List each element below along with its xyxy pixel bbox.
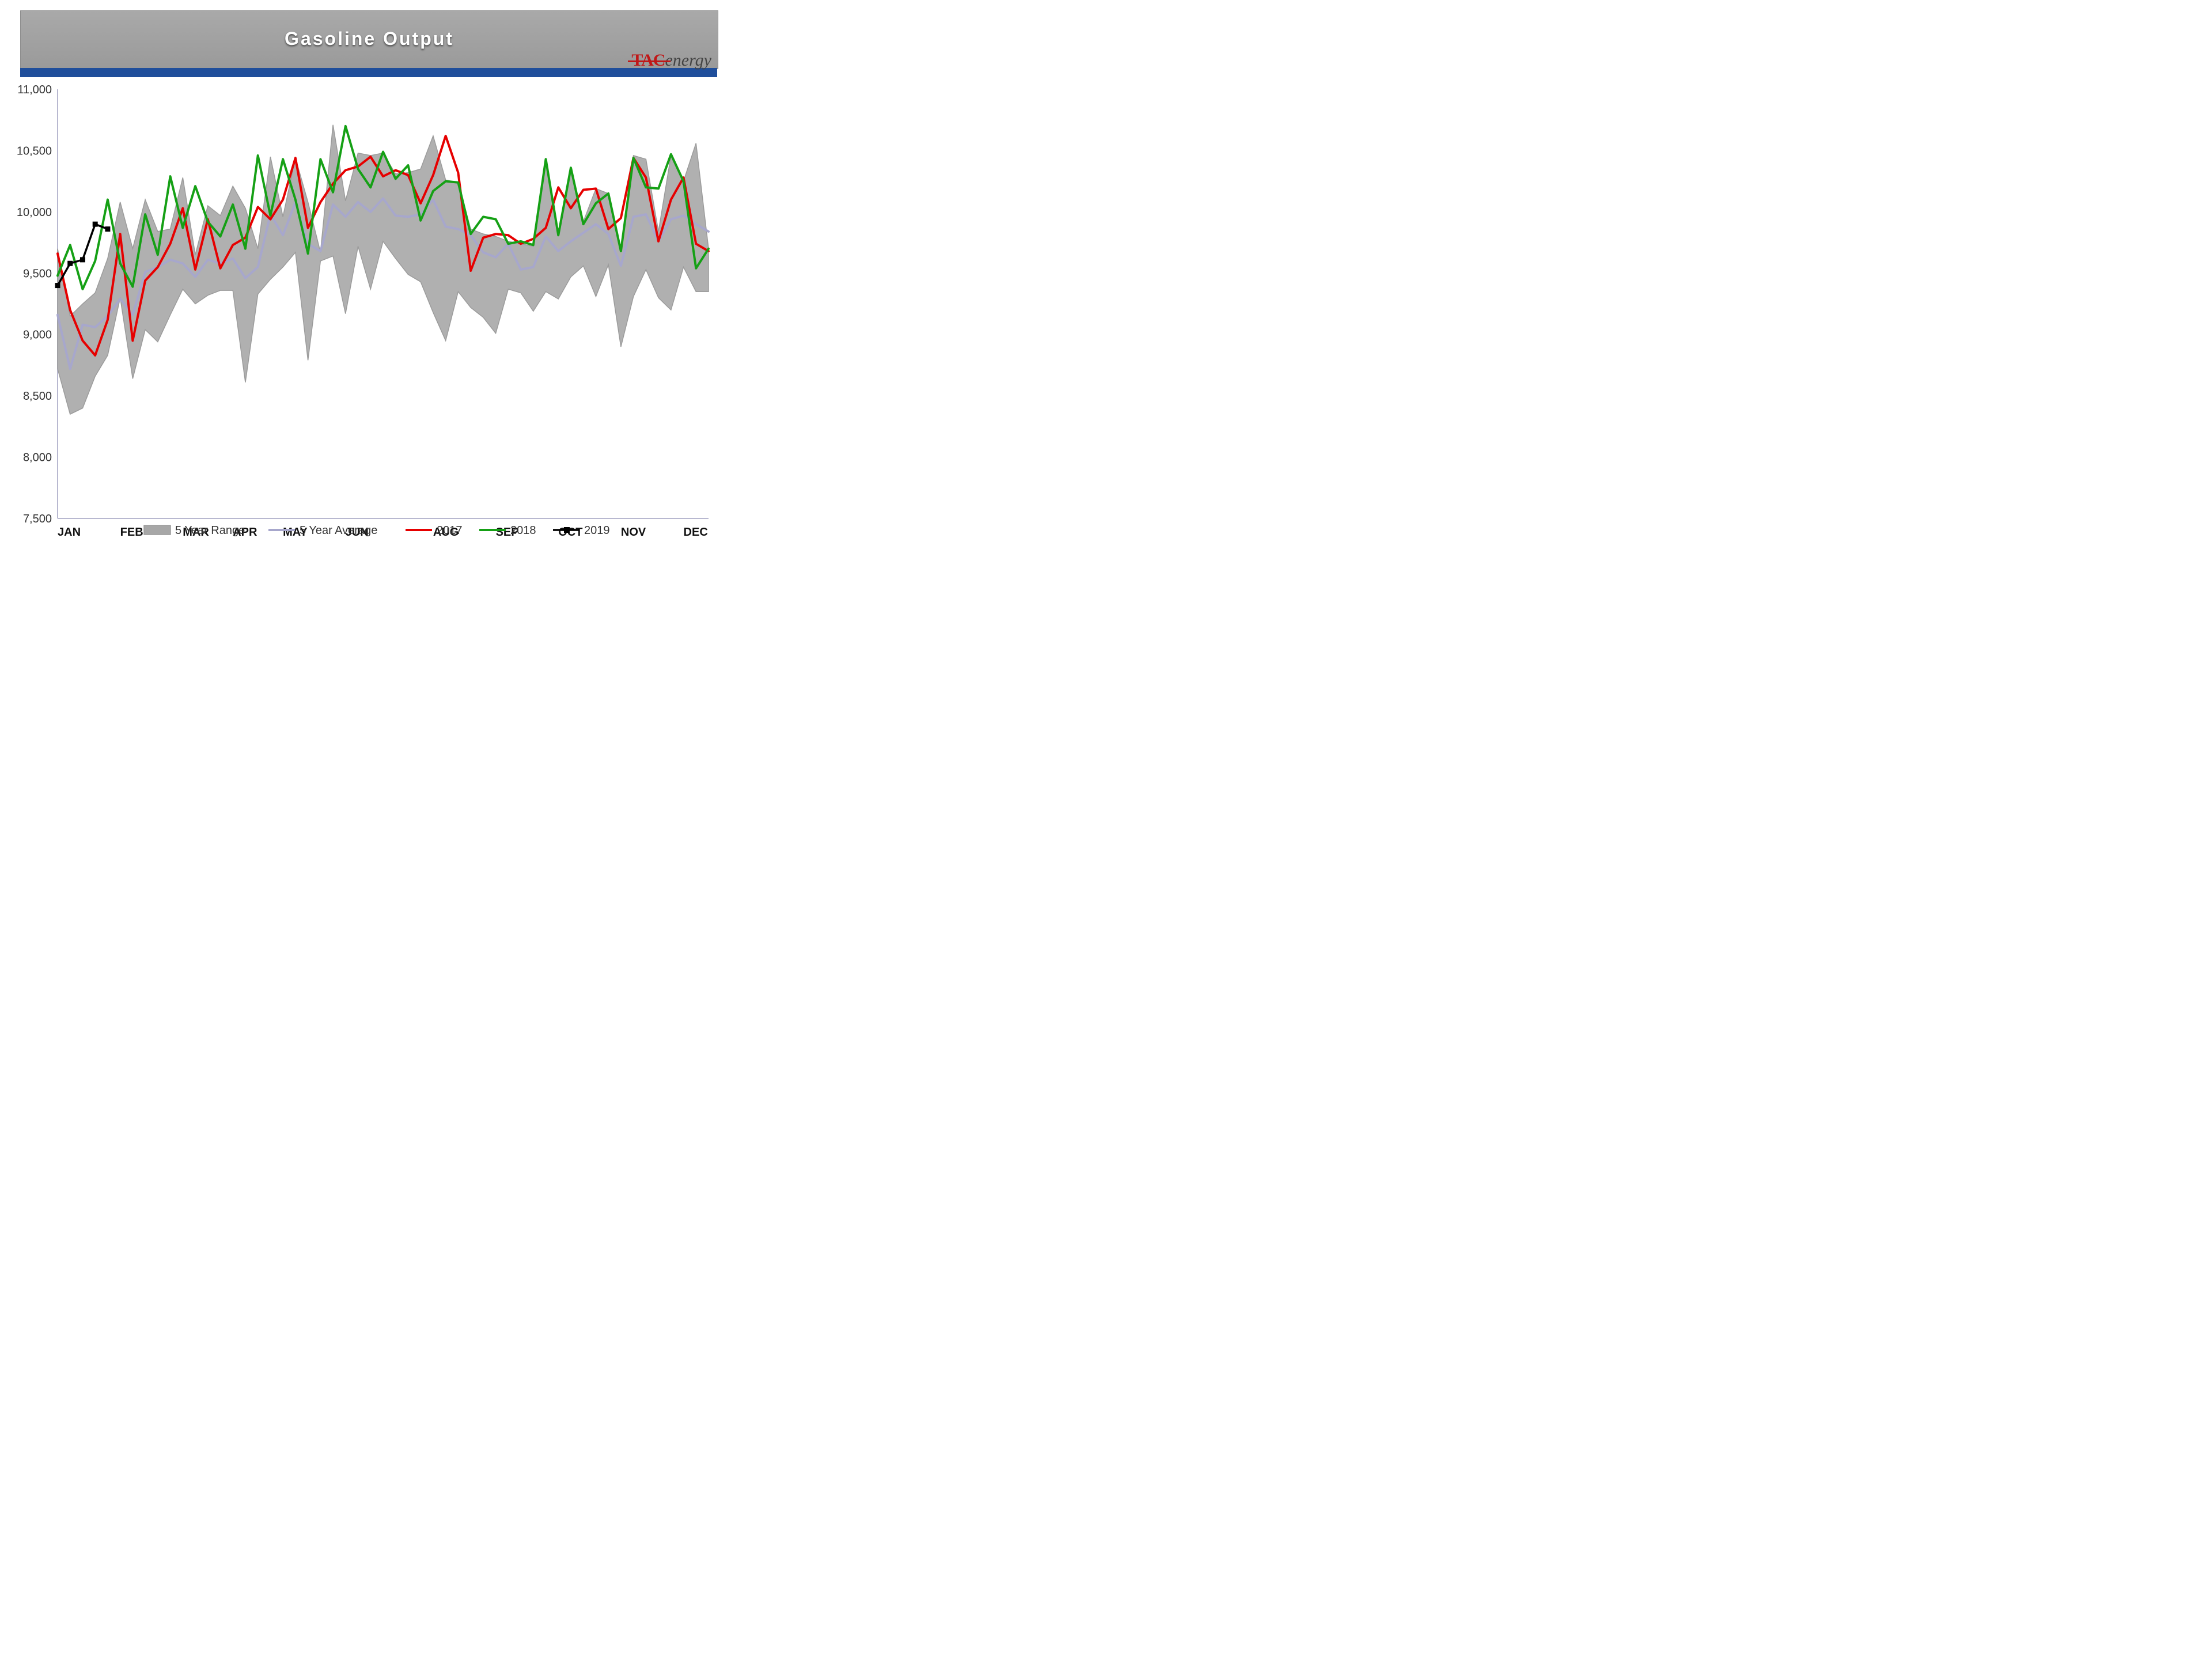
y-axis-tick-label: 9,000 bbox=[23, 329, 52, 342]
legend-label: 2018 bbox=[510, 524, 536, 537]
chart-svg: 7,500 8,000 8,500 9,000 9,500 10,000 10,500 11,… bbox=[0, 0, 737, 553]
series-2019-marker bbox=[55, 283, 60, 288]
series-2019-marker bbox=[67, 261, 73, 266]
legend-label: 5 Year Average bbox=[300, 524, 377, 537]
legend-swatch-range bbox=[144, 525, 171, 535]
series-2019-marker bbox=[80, 257, 85, 262]
y-axis-tick-label: 10,000 bbox=[17, 206, 52, 219]
x-axis-tick-label: DEC bbox=[684, 526, 708, 539]
y-axis-tick-label: 11,000 bbox=[17, 84, 52, 96]
y-axis-tick-label: 7,500 bbox=[23, 513, 52, 525]
series-2019-marker bbox=[93, 222, 98, 227]
legend-label: 2019 bbox=[584, 524, 610, 537]
x-axis-tick-label: OCT bbox=[558, 526, 582, 539]
x-axis-tick-label: JAN bbox=[58, 526, 81, 539]
x-axis-tick-label: FEB bbox=[120, 526, 143, 539]
y-axis-tick-label: 9,500 bbox=[23, 267, 52, 280]
series-2019-marker bbox=[105, 226, 110, 232]
y-axis-tick-label: 10,500 bbox=[17, 145, 52, 157]
legend-label: 5 Year Range bbox=[175, 524, 245, 537]
legend-swatch-2019-marker bbox=[564, 527, 570, 533]
y-axis-tick-label: 8,500 bbox=[23, 390, 52, 403]
x-axis-tick-label: NOV bbox=[621, 526, 646, 539]
y-axis-tick-label: 8,000 bbox=[23, 452, 52, 464]
legend-label: 2017 bbox=[437, 524, 463, 537]
